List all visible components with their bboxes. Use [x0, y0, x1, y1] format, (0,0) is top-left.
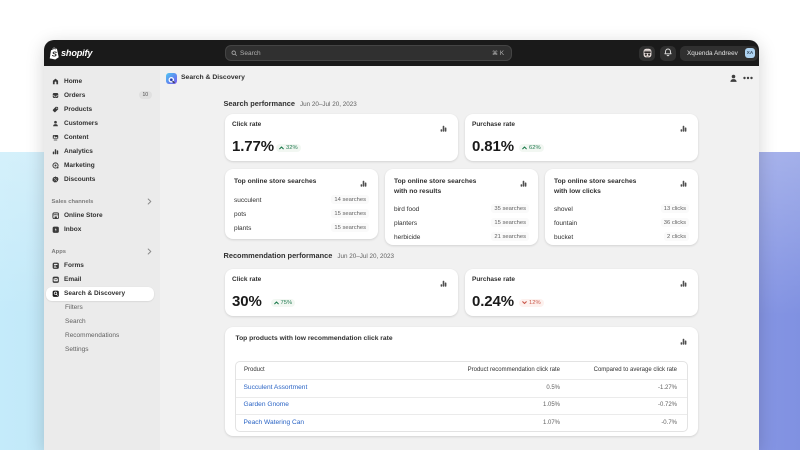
svg-text:S: S: [52, 49, 57, 58]
